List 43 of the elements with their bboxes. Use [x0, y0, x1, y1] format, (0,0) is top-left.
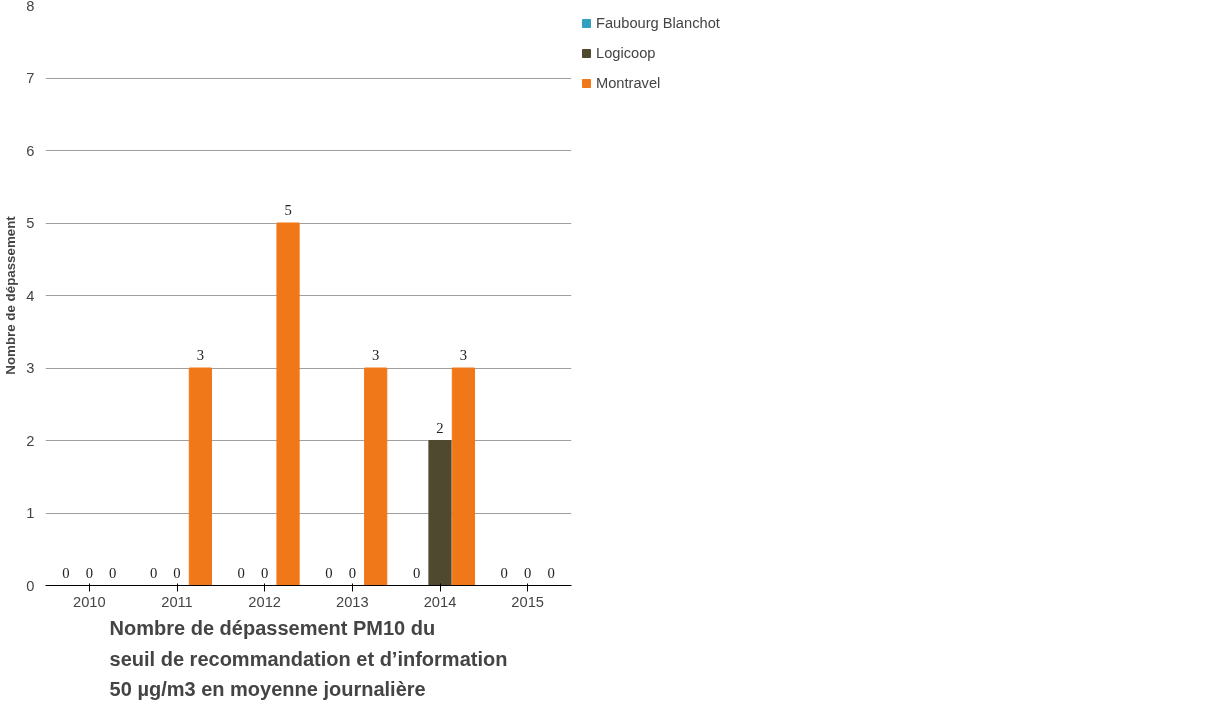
data-label: 0: [149, 564, 158, 581]
data-label: 5: [284, 202, 292, 218]
x-tick-label: 2014: [423, 593, 457, 610]
data-label: 3: [372, 347, 380, 363]
data-label: 2: [436, 419, 444, 436]
y-tick-label: 2: [26, 432, 35, 449]
data-label: 0: [524, 564, 532, 581]
legend-label: Logicoop: [596, 45, 656, 61]
legend-label: Faubourg Blanchot: [596, 15, 720, 31]
y-tick-label: 4: [26, 287, 35, 304]
data-label: 0: [348, 564, 356, 581]
x-tick-label: 2013: [336, 593, 369, 610]
data-label: 3: [196, 347, 205, 363]
data-label: 3: [459, 347, 468, 363]
x-tick-label: 2011: [161, 593, 193, 610]
bar: [428, 440, 452, 586]
x-tick-label: 2012: [248, 593, 281, 610]
y-tick-label: 1: [26, 505, 35, 521]
data-label: 0: [261, 564, 269, 581]
data-label: 0: [325, 564, 333, 581]
y-axis-title: Nombre de dépassement: [3, 215, 19, 375]
y-tick-label: 6: [26, 142, 35, 159]
y-tick-label: 7: [26, 70, 35, 86]
data-label: 0: [500, 564, 508, 581]
text: Nombre de dépassement PM10 du seuil de recommandation et d’information 50 µg/m3 en moyenne journalière: [109, 616, 508, 701]
data-label: 0: [62, 564, 70, 581]
bar: [276, 222, 300, 586]
y-tick-label: 3: [26, 360, 35, 376]
y-tick-label: 0: [26, 577, 35, 594]
data-label: 0: [173, 564, 181, 581]
bar: [451, 367, 475, 586]
data-label: 0: [547, 564, 555, 581]
bar: [364, 367, 388, 586]
y-tick-label: 5: [26, 215, 35, 231]
data-label: 0: [237, 564, 245, 581]
data-label: 0: [109, 564, 117, 581]
data-label: 0: [85, 564, 93, 581]
legend-label: Montravel: [596, 75, 661, 91]
x-tick-label: 2010: [73, 593, 106, 610]
bar: [188, 367, 212, 586]
y-tick-label: 8: [26, 0, 35, 14]
x-tick-label: 2015: [511, 593, 544, 610]
data-label: 0: [412, 564, 421, 581]
